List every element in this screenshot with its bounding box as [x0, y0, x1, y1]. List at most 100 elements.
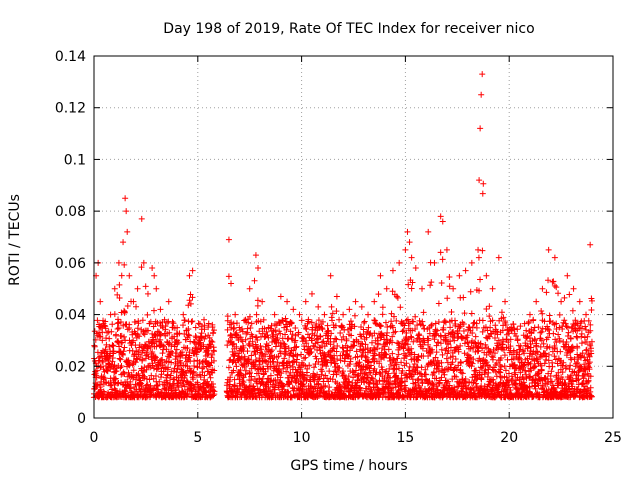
data-point: [415, 382, 422, 389]
data-point: [386, 381, 393, 388]
data-point: [208, 338, 215, 345]
data-point: [257, 343, 264, 350]
data-point: [265, 342, 272, 349]
data-point: [268, 347, 275, 354]
data-point: [240, 344, 247, 351]
data-point: [327, 341, 334, 348]
data-point: [404, 341, 411, 348]
data-point: [372, 319, 379, 326]
data-point: [402, 352, 409, 359]
data-point: [366, 365, 373, 372]
data-point: [333, 293, 340, 300]
data-point: [139, 317, 146, 324]
data-point: [389, 288, 396, 295]
data-point: [248, 352, 255, 359]
data-point: [191, 338, 198, 345]
data-point: [369, 377, 376, 384]
data-point: [240, 374, 247, 381]
data-point: [383, 332, 390, 339]
data-point: [419, 345, 426, 352]
data-point: [152, 354, 159, 361]
data-point: [476, 177, 483, 184]
data-point: [256, 355, 263, 362]
data-point: [416, 317, 423, 324]
data-point: [272, 327, 279, 334]
data-point: [167, 372, 174, 379]
data-point: [383, 285, 390, 292]
data-point: [306, 362, 313, 369]
data-point: [334, 356, 341, 363]
data-point: [261, 325, 268, 332]
data-point: [289, 364, 296, 371]
data-point: [393, 317, 400, 324]
data-point: [324, 375, 331, 382]
data-point: [231, 324, 238, 331]
data-point: [207, 374, 214, 381]
data-point: [230, 351, 237, 358]
data-point: [375, 386, 382, 393]
data-point: [274, 359, 281, 366]
data-point: [315, 317, 322, 324]
data-point: [151, 331, 158, 338]
data-point: [147, 382, 154, 389]
data-point: [93, 367, 100, 374]
data-point: [169, 318, 176, 325]
data-point: [300, 355, 307, 362]
data-point: [410, 355, 417, 362]
data-point: [237, 367, 244, 374]
data-point: [246, 313, 253, 320]
data-point: [363, 334, 370, 341]
data-point: [269, 339, 276, 346]
data-point: [211, 348, 218, 355]
data-point: [288, 378, 295, 385]
data-point: [428, 279, 435, 286]
data-point: [256, 328, 263, 335]
data-point: [365, 324, 372, 331]
x-tick-label: 10: [293, 430, 311, 446]
data-point: [248, 320, 255, 327]
data-point: [538, 307, 545, 314]
data-point: [252, 252, 259, 259]
data-point: [126, 325, 133, 332]
data-point: [150, 307, 157, 314]
data-point: [557, 348, 564, 355]
data-point: [307, 350, 314, 357]
x-tick-label: 20: [500, 430, 518, 446]
data-point: [348, 332, 355, 339]
data-point: [245, 356, 252, 363]
data-point: [122, 195, 129, 202]
data-point: [319, 368, 326, 375]
data-point: [228, 280, 235, 287]
data-point: [146, 320, 153, 327]
data-point: [479, 317, 486, 324]
data-point: [394, 355, 401, 362]
data-point: [244, 348, 251, 355]
data-point: [115, 259, 122, 266]
data-point: [138, 382, 145, 389]
data-point: [170, 382, 177, 389]
data-point: [211, 367, 218, 374]
data-point: [111, 382, 118, 389]
data-point: [352, 382, 359, 389]
data-point: [190, 376, 197, 383]
data-point: [204, 378, 211, 385]
data-point: [277, 293, 284, 300]
data-point: [381, 343, 388, 350]
data-point: [365, 358, 372, 365]
data-point: [346, 378, 353, 385]
data-point: [555, 290, 562, 297]
data-point: [553, 284, 560, 291]
data-point: [99, 357, 106, 364]
data-point: [210, 357, 217, 364]
data-point: [439, 351, 446, 358]
data-point: [317, 333, 324, 340]
data-point: [444, 295, 451, 302]
data-point: [308, 290, 315, 297]
data-point: [236, 386, 243, 393]
data-point: [537, 343, 544, 350]
data-point: [532, 337, 539, 344]
data-point: [587, 241, 594, 248]
data-point: [126, 362, 133, 369]
data-point: [154, 328, 161, 335]
data-point: [339, 352, 346, 359]
